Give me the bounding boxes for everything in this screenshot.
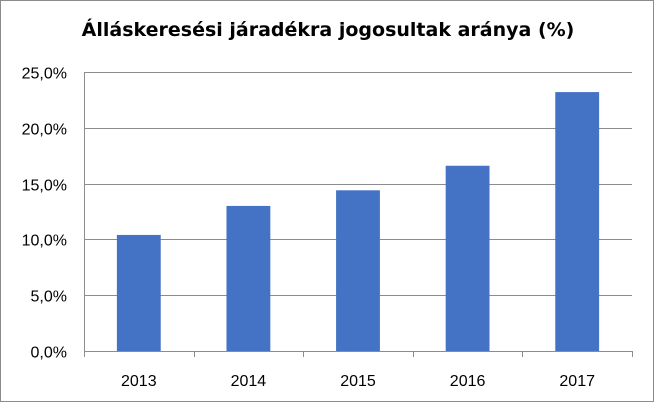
- x-tick-label: 2013: [121, 373, 157, 390]
- y-tick-label: 0,0%: [31, 345, 67, 362]
- bar: [336, 190, 380, 351]
- x-tick-label: 2016: [450, 373, 486, 390]
- x-tick-label: 2017: [559, 373, 595, 390]
- y-tick-label: 5,0%: [31, 289, 67, 306]
- x-tick-label: 2014: [231, 373, 267, 390]
- bar: [226, 205, 271, 351]
- y-tick-label: 25,0%: [22, 66, 67, 83]
- chart-title: Álláskeresési járadékra jogosultak arány…: [81, 19, 575, 41]
- y-tick-label: 10,0%: [22, 233, 67, 250]
- bar: [445, 165, 490, 351]
- bar: [116, 234, 161, 351]
- y-tick-label: 15,0%: [22, 178, 67, 195]
- bar: [555, 92, 600, 351]
- x-tick-label: 2015: [340, 373, 376, 390]
- y-tick-label: 20,0%: [22, 122, 67, 139]
